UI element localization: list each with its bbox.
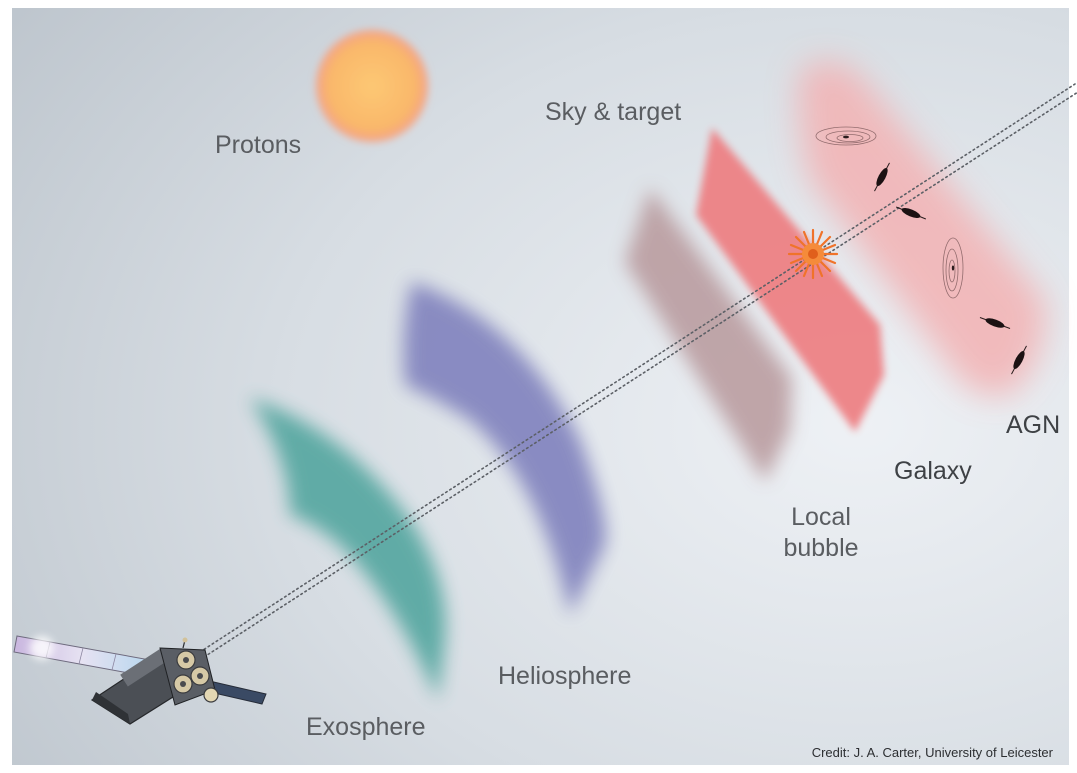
local-bubble-label-line1: Local: [791, 503, 851, 531]
galaxy-icon: [815, 126, 877, 146]
local-bubble-layer: [625, 188, 792, 482]
line-of-sight: [179, 83, 1077, 671]
agn-jet-icon: [1011, 345, 1027, 375]
exosphere-layer: [250, 398, 446, 700]
credit-text: Credit: J. A. Carter, University of Leic…: [811, 745, 1053, 760]
protons-label: Protons: [215, 131, 302, 159]
starburst-icon: [787, 228, 839, 280]
galaxy-icon: [942, 237, 964, 299]
satellite-icon: [13, 635, 267, 725]
exosphere-label: Exosphere: [306, 713, 426, 741]
agn-label: AGN: [1006, 411, 1061, 439]
agn-jet-icon: [979, 317, 1011, 329]
galaxy-layer: [696, 128, 884, 432]
local-bubble-label: Local bubble: [761, 502, 881, 564]
galaxy-label: Galaxy: [894, 457, 972, 485]
sky-target-label: Sky & target: [545, 98, 682, 126]
heliosphere-layer: [403, 282, 606, 615]
local-bubble-label-line2: bubble: [783, 534, 859, 562]
agn-jet-icon: [895, 206, 927, 220]
sun-icon: [316, 30, 428, 142]
heliosphere-label: Heliosphere: [498, 662, 632, 690]
agn-jet-icon: [874, 162, 890, 192]
agn-layer: [798, 61, 1046, 396]
